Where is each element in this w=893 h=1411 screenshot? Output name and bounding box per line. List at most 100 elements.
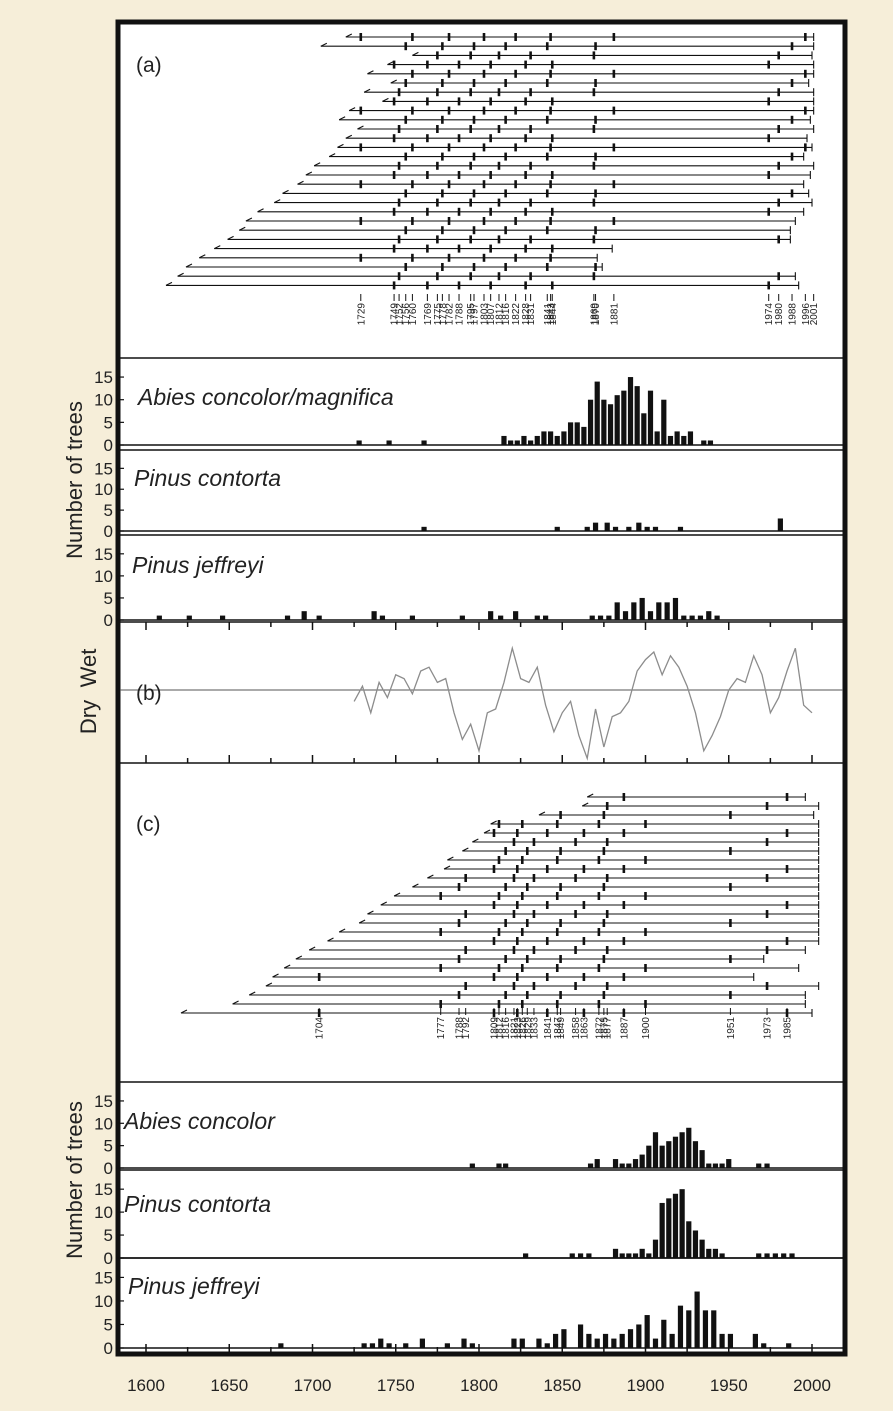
fire-scar <box>492 829 496 837</box>
fire-scar <box>777 88 780 97</box>
histogram-bar <box>528 440 534 445</box>
fire-scar <box>504 189 507 198</box>
fire-scar <box>497 51 501 60</box>
fire-scar <box>441 152 444 161</box>
histogram-bar <box>444 1343 450 1348</box>
fire-scar <box>594 189 597 198</box>
fire-scar <box>512 910 516 918</box>
fire-scar <box>790 115 794 124</box>
fire-scar <box>582 901 586 909</box>
histogram-bar <box>587 1163 594 1168</box>
fire-scar <box>436 272 439 281</box>
fire-scar <box>359 217 363 225</box>
fire-scar <box>550 244 554 253</box>
x-tick-label: 1800 <box>460 1376 498 1395</box>
fire-scar <box>729 955 732 963</box>
histogram-bar <box>594 1159 600 1168</box>
fire-scar <box>597 928 601 936</box>
fire-scar <box>512 874 516 882</box>
fire-scar <box>404 263 408 271</box>
histogram-bar <box>679 1132 685 1168</box>
fire-scar <box>559 919 562 927</box>
histogram-bar <box>534 435 540 445</box>
fire-scar <box>497 272 501 281</box>
histogram-bar <box>714 615 720 620</box>
fire-scar <box>426 97 429 106</box>
fire-scar <box>497 892 501 900</box>
fire-scar <box>602 955 606 963</box>
fire-scar <box>602 919 606 927</box>
fire-scar <box>550 281 554 290</box>
histogram-bar <box>677 526 684 531</box>
histogram-bar <box>652 1239 659 1258</box>
histogram-bar <box>552 1333 559 1348</box>
pith-marker <box>199 254 206 259</box>
y-tick-label: 10 <box>94 1292 113 1311</box>
fire-scar <box>457 281 461 290</box>
histogram-bar <box>664 602 670 620</box>
y-tick-label: 0 <box>104 611 113 630</box>
panel-a-label: (a) <box>136 54 162 77</box>
fire-scar <box>545 79 549 87</box>
histogram-bar <box>498 615 504 620</box>
fire-year-label: 1951 <box>726 1017 737 1040</box>
y-tick-label: 5 <box>104 1226 113 1245</box>
pith-marker <box>538 811 546 816</box>
fire-scar <box>582 865 586 873</box>
fire-scar <box>777 161 780 170</box>
pith-marker <box>214 245 221 250</box>
fire-scar <box>549 180 552 189</box>
species-label: Pinus contorta <box>134 465 281 491</box>
histogram-bar <box>672 1136 679 1168</box>
fire-scar <box>545 42 549 51</box>
histogram-bar <box>574 422 580 445</box>
histogram-bar <box>652 526 659 531</box>
pith-marker <box>338 116 346 121</box>
fire-year-label: 1797 <box>470 303 481 326</box>
fire-scar <box>767 281 771 290</box>
fire-scar <box>457 60 461 69</box>
fire-scar <box>612 143 616 152</box>
fire-scar <box>447 253 451 262</box>
fire-scar <box>497 928 501 936</box>
histogram-bar <box>764 1253 770 1258</box>
fire-scar <box>594 152 597 161</box>
fire-scar <box>515 829 519 837</box>
fire-scar <box>524 207 527 216</box>
fire-year-label: 1782 <box>445 303 456 326</box>
fire-scar <box>464 982 467 990</box>
histogram-bar <box>567 422 574 445</box>
fire-scar <box>777 272 780 281</box>
histogram-bar <box>586 1333 592 1348</box>
fire-scar <box>532 946 536 954</box>
y-tick-label: 15 <box>94 368 113 387</box>
pith-marker <box>165 281 173 286</box>
histogram-bar <box>639 1248 645 1258</box>
pith-marker <box>283 964 291 969</box>
fire-year-label: 1821 <box>509 1017 520 1040</box>
fire-year-label: 1881 <box>609 303 620 326</box>
fire-scar <box>545 152 549 161</box>
histogram-bar <box>469 1343 475 1348</box>
fire-scar <box>532 838 536 846</box>
histogram-bar <box>186 615 192 620</box>
fire-year-label: 1812 <box>494 1017 505 1040</box>
fire-scar <box>525 847 529 855</box>
histogram-bar <box>611 1338 617 1348</box>
fire-scar <box>767 171 771 179</box>
fire-year-label: 1788 <box>455 303 466 326</box>
fire-year-label: 1769 <box>423 303 434 326</box>
histogram-bar <box>772 1253 778 1258</box>
fire-scar <box>574 982 577 990</box>
fire-scar <box>426 281 429 290</box>
fire-year-label: 1795 <box>466 303 477 326</box>
fire-scar <box>549 143 552 152</box>
fire-scar <box>532 910 536 918</box>
fire-scar <box>602 811 606 819</box>
fire-year-label: 1828 <box>521 303 532 326</box>
fire-year-label: 1849 <box>556 1017 567 1040</box>
histogram-bar <box>681 615 687 620</box>
fire-scar <box>472 263 476 271</box>
histogram-bar <box>634 386 640 445</box>
